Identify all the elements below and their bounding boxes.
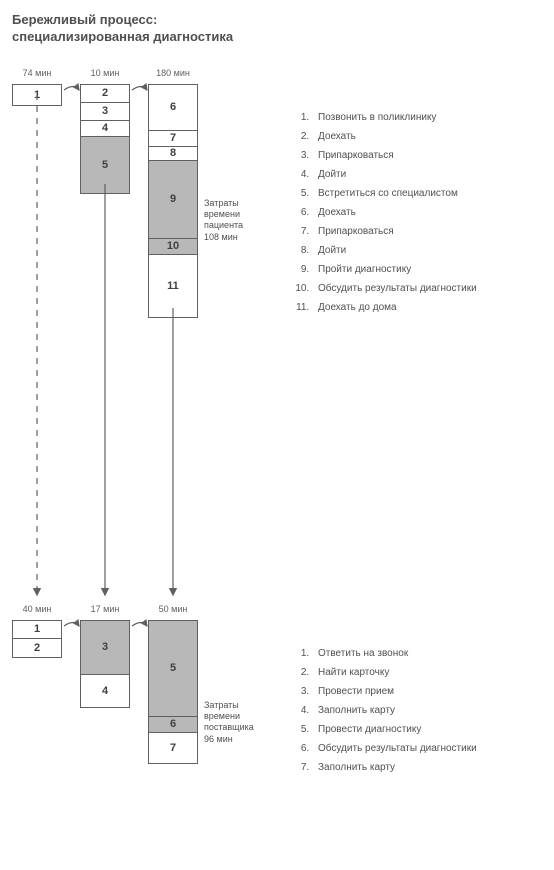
block-stack: 67891011 (148, 84, 198, 318)
process-block: 3 (81, 621, 129, 675)
legend-item: Позвонить в поликлинику (312, 108, 477, 127)
legend-item: Обсудить результаты диагностики (312, 739, 477, 758)
title-line1: Бережливый процесс: (12, 12, 157, 27)
legend-item: Доехать (312, 203, 477, 222)
column-duration: 74 мин (12, 68, 62, 80)
section-provider: 40 мин 12 17 мин 34 50 мин 567 Затраты времен… (12, 604, 542, 777)
process-block: 4 (81, 121, 129, 137)
legend-item: Провести диагностику (312, 720, 477, 739)
process-block: 1 (13, 85, 61, 105)
process-block: 6 (149, 85, 197, 131)
legend-item: Найти карточку (312, 663, 477, 682)
time-label-provider: Затраты времени поставщика 96 мин (204, 700, 258, 745)
gap-arrows (12, 324, 542, 604)
column: 74 мин 1 (12, 68, 62, 318)
column-duration: 180 мин (148, 68, 198, 80)
legend-item: Припарковаться (312, 222, 477, 241)
column-duration: 17 мин (80, 604, 130, 616)
legend-item: Обсудить результаты диагностики (312, 279, 477, 298)
process-block: 4 (81, 675, 129, 707)
legend-item: Дойти (312, 241, 477, 260)
process-block: 3 (81, 103, 129, 121)
block-stack: 2345 (80, 84, 130, 194)
legend-item: Припарковаться (312, 146, 477, 165)
column-duration: 10 мин (80, 68, 130, 80)
legend-item: Доехать (312, 127, 477, 146)
section-patient: 74 мин 1 10 мин 2345 180 мин 67891011 Затраты… (12, 68, 542, 318)
columns-group-1: 74 мин 1 10 мин 2345 180 мин 67891011 (12, 68, 198, 318)
process-block: 5 (149, 621, 197, 717)
process-block: 7 (149, 131, 197, 147)
column: 50 мин 567 (148, 604, 198, 764)
process-block: 7 (149, 733, 197, 763)
legend-item: Заполнить карту (312, 758, 477, 777)
process-block: 6 (149, 717, 197, 733)
block-stack: 567 (148, 620, 198, 764)
block-stack: 34 (80, 620, 130, 708)
process-block: 2 (81, 85, 129, 103)
legend-item: Дойти (312, 165, 477, 184)
legend-item: Доехать до дома (312, 298, 477, 317)
column-duration: 40 мин (12, 604, 62, 616)
process-block: 9 (149, 161, 197, 239)
legend-item: Пройти диагностику (312, 260, 477, 279)
column: 180 мин 67891011 (148, 68, 198, 318)
process-block: 5 (81, 137, 129, 193)
page-title: Бережливый процесс: специализированная д… (12, 12, 542, 46)
legend-provider: Ответить на звонокНайти карточкуПровести… (292, 604, 477, 777)
legend-item: Провести прием (312, 682, 477, 701)
columns-group-2: 40 мин 12 17 мин 34 50 мин 567 (12, 604, 198, 764)
column: 17 мин 34 (80, 604, 130, 764)
legend-item: Встретиться со специалистом (312, 184, 477, 203)
column: 10 мин 2345 (80, 68, 130, 318)
title-line2: специализированная диагностика (12, 29, 233, 44)
process-block: 11 (149, 255, 197, 317)
block-stack: 12 (12, 620, 62, 658)
process-block: 2 (13, 639, 61, 657)
process-block: 1 (13, 621, 61, 639)
block-stack: 1 (12, 84, 62, 106)
time-label-patient: Затраты времени пациента 108 мин (204, 198, 258, 243)
legend-item: Заполнить карту (312, 701, 477, 720)
process-block: 10 (149, 239, 197, 255)
process-block: 8 (149, 147, 197, 161)
column-duration: 50 мин (148, 604, 198, 616)
legend-patient: Позвонить в поликлиникуДоехатьПрипаркова… (292, 68, 477, 317)
column: 40 мин 12 (12, 604, 62, 764)
legend-item: Ответить на звонок (312, 644, 477, 663)
